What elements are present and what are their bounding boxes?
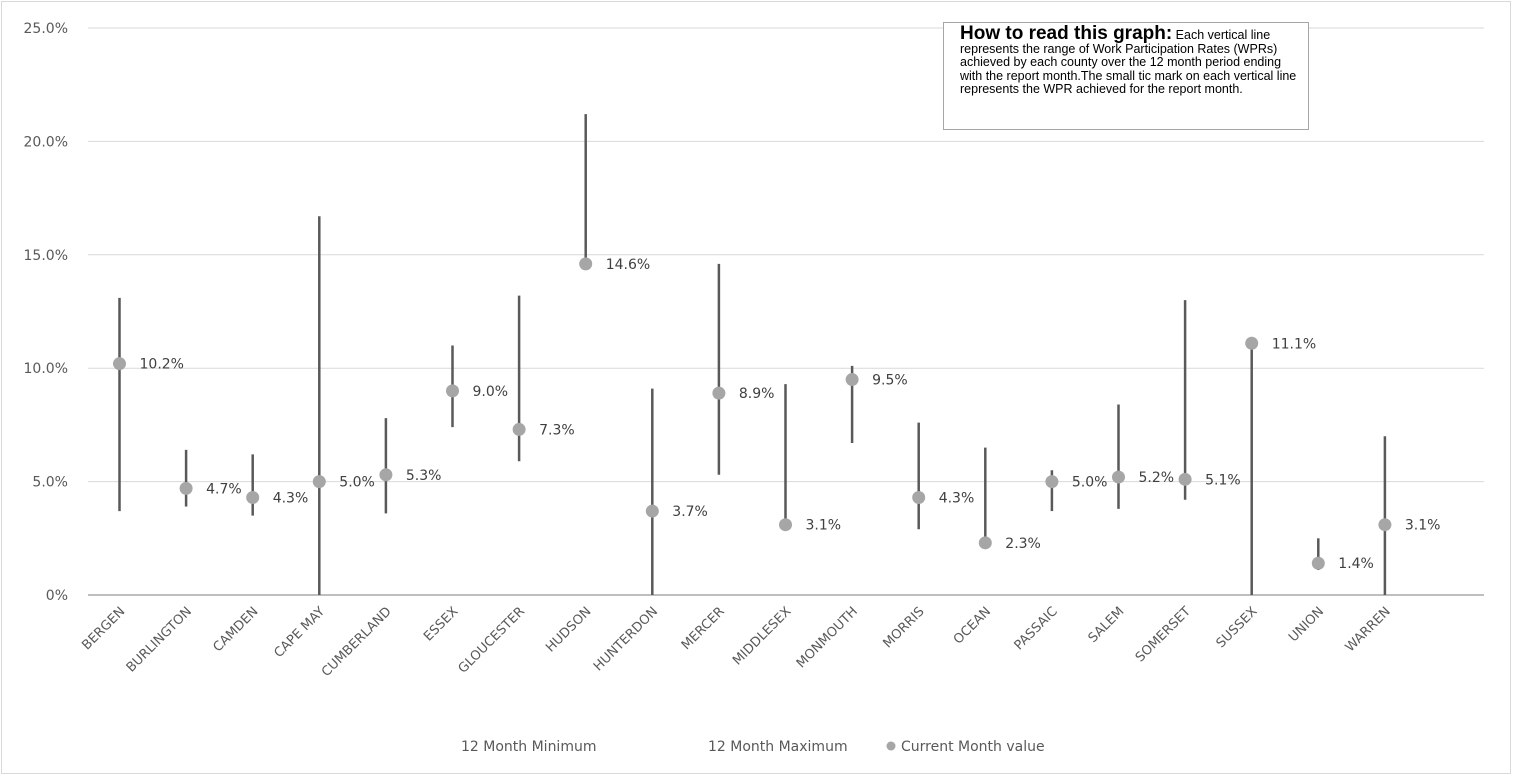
x-tick-label: CAPE MAY [271, 604, 328, 661]
x-tick-label: UNION [1286, 604, 1327, 645]
current-month-marker [379, 468, 393, 482]
y-tick-label: 5.0% [32, 475, 68, 491]
data-label: 5.3% [406, 468, 442, 484]
y-tick-label: 25.0% [24, 21, 68, 37]
current-month-marker [1311, 556, 1325, 570]
x-tick-label: SUSSEX [1214, 604, 1261, 651]
data-label: 5.0% [1072, 475, 1108, 491]
current-month-marker [978, 536, 992, 550]
x-tick-label: OCEAN [951, 604, 994, 647]
how-to-read-note: How to read this graph: Each vertical li… [943, 22, 1309, 130]
current-month-marker [712, 386, 726, 400]
data-label: 1.4% [1338, 556, 1374, 572]
data-label: 5.2% [1139, 470, 1175, 486]
data-label: 14.6% [606, 257, 650, 273]
data-label: 5.1% [1205, 472, 1241, 488]
data-label: 4.3% [939, 490, 975, 506]
current-month-marker [1245, 336, 1259, 350]
data-label: 4.3% [273, 490, 309, 506]
data-label: 10.2% [140, 357, 184, 373]
x-tick-label: SALEM [1086, 604, 1128, 646]
x-tick-label: PASSAIC [1012, 604, 1061, 653]
legend-current: Current Month value [901, 739, 1045, 755]
current-month-marker [779, 518, 792, 532]
current-month-marker [845, 373, 859, 387]
x-tick-label: WARREN [1343, 604, 1394, 655]
legend-minimum: 12 Month Minimum [461, 739, 596, 755]
x-tick-label: CUMBERLAND [319, 604, 395, 680]
x-tick-label: HUNTERDON [591, 604, 661, 674]
legend-maximum: 12 Month Maximum [708, 739, 848, 755]
y-tick-label: 15.0% [24, 248, 68, 264]
current-month-marker [179, 481, 193, 495]
x-tick-label: BURLINGTON [124, 604, 195, 675]
current-month-marker [312, 475, 326, 489]
x-tick-label: MONMOUTH [794, 604, 861, 671]
note-title: How to read this graph: [960, 23, 1173, 44]
x-tick-label: BERGEN [79, 604, 128, 653]
data-label: 8.9% [739, 386, 775, 402]
x-tick-label: HUDSON [543, 604, 594, 655]
data-label: 3.1% [806, 518, 842, 534]
current-month-markers [113, 257, 1392, 570]
x-tick-label: MIDDLESEX [730, 604, 794, 668]
x-tick-label: MERCER [679, 604, 728, 653]
y-tick-label: 20.0% [24, 134, 68, 150]
data-label: 9.5% [872, 373, 908, 389]
data-label: 9.0% [473, 384, 509, 400]
current-month-marker [113, 357, 126, 371]
x-tick-label: CAMDEN [211, 604, 262, 655]
current-month-marker [446, 384, 459, 398]
current-month-marker [1112, 470, 1125, 484]
legend-current-marker [886, 741, 896, 751]
x-tick-label: SOMERSET [1133, 604, 1194, 665]
data-label: 3.7% [672, 504, 708, 520]
current-month-marker [1045, 475, 1059, 489]
note-body: Each vertical line represents the range … [960, 28, 1297, 96]
current-month-marker [1378, 518, 1392, 532]
data-label: 11.1% [1272, 336, 1316, 352]
range-lines [118, 114, 1387, 595]
current-month-marker [579, 257, 593, 271]
current-month-marker [912, 490, 926, 504]
data-label: 3.1% [1405, 518, 1441, 534]
y-tick-label: 0% [46, 588, 68, 604]
data-label: 4.7% [206, 481, 242, 497]
x-tick-label: ESSEX [421, 604, 461, 644]
current-month-marker [246, 490, 260, 504]
current-month-marker [512, 422, 526, 436]
y-axis-ticks: 0% 5.0% 10.0% 15.0% 20.0% 25.0% [24, 21, 68, 604]
data-label: 2.3% [1005, 536, 1041, 552]
current-month-marker [1178, 472, 1192, 486]
data-label: 7.3% [539, 422, 575, 438]
x-tick-label: GLOUCESTER [456, 604, 528, 676]
data-labels: 10.2% 4.7% 4.3% 5.0% 5.3% 9.0% 7.3% 14.6% 3.7% 8.… [140, 257, 1441, 572]
data-label: 5.0% [339, 475, 375, 491]
x-tick-label: MORRIS [880, 604, 927, 651]
y-tick-label: 10.0% [24, 361, 68, 377]
legend: 12 Month Minimum 12 Month Maximum Curren… [461, 739, 1045, 755]
current-month-marker [645, 504, 659, 518]
